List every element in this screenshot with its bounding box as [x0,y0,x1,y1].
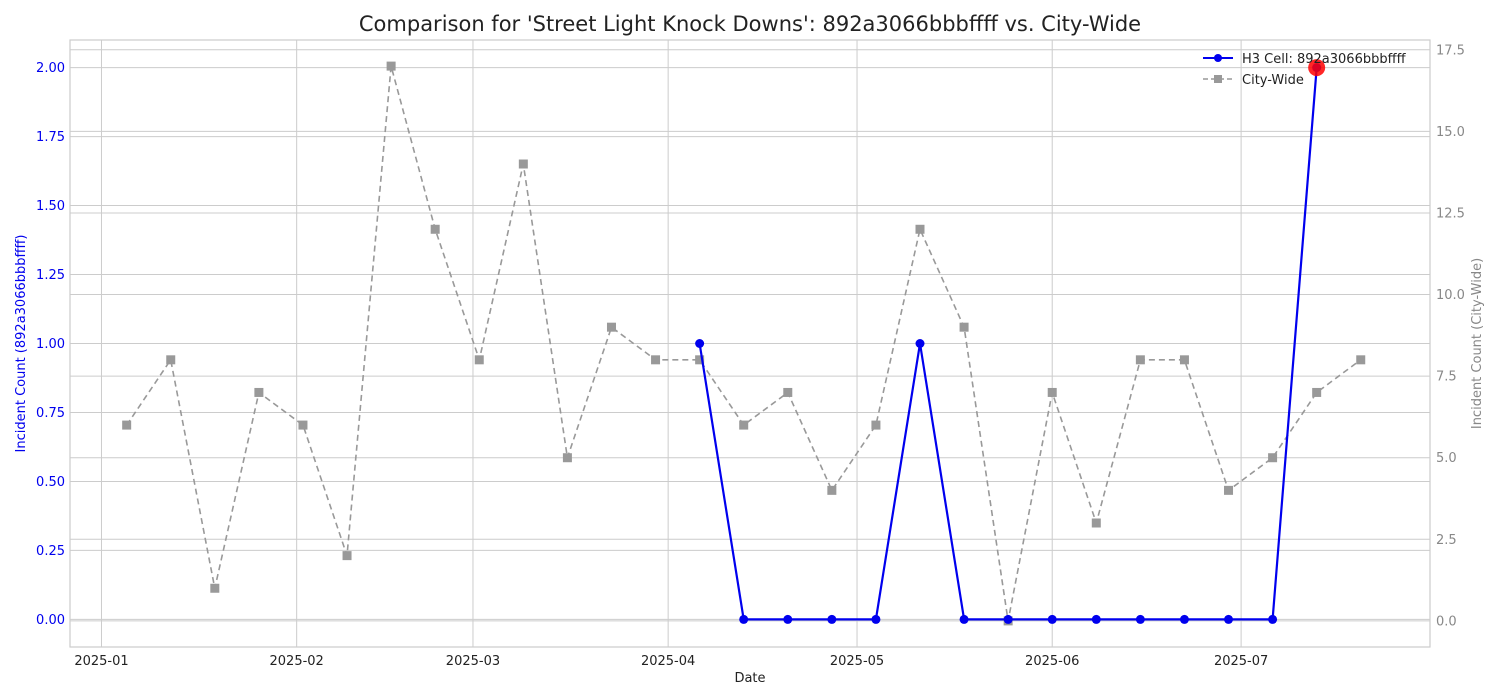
y-right-tick-label: 0.0 [1436,614,1457,629]
data-point-citywide [695,355,705,365]
y-left-tick-label: 1.00 [36,337,65,352]
data-point-citywide [1091,518,1101,528]
y-left-tick-label: 1.50 [36,199,65,214]
data-point-citywide [1312,387,1322,397]
data-point-h3 [695,339,705,348]
data-point-citywide [1224,485,1234,495]
y-left-tick-label: 2.00 [36,61,65,76]
data-point-citywide [606,322,616,332]
data-point-h3 [959,614,969,624]
y-left-tick-label: 1.75 [36,130,65,145]
y-left-tick-label: 0.75 [36,406,65,421]
grid [70,40,1430,647]
y-right-tick-label: 2.5 [1436,533,1457,548]
data-point-h3 [1268,614,1278,624]
data-point-h3 [1091,614,1101,624]
data-point-citywide [1356,355,1366,365]
x-tick-label: 2025-06 [1025,654,1079,669]
data-point-citywide [739,420,749,430]
data-point-citywide [562,453,572,463]
y-axis-left-label: Incident Count (892a3066bbbffff) [14,235,29,453]
data-point-h3 [1179,614,1189,624]
data-point-citywide [122,420,132,430]
x-tick-label: 2025-05 [830,654,884,669]
data-point-citywide [166,355,176,365]
tick-layer: 2025-01 2025-02 2025-03 2025-04 2025-05 2025-… [36,43,1465,669]
data-point-citywide [518,159,528,169]
data-point-citywide [1268,453,1278,463]
y-left-tick-label: 0.00 [36,613,65,628]
x-tick-label: 2025-04 [641,654,695,669]
highlight-point [1308,59,1326,77]
data-point-citywide [915,224,925,234]
legend-label-h3: H3 Cell: 892a3066bbbffff [1242,52,1407,67]
data-point-h3 [1047,614,1057,624]
data-point-citywide [783,387,793,397]
legend-marker-h3 [1214,54,1222,62]
chart-title: Comparison for 'Street Light Knock Downs… [359,12,1141,36]
data-point-h3 [1003,614,1013,624]
x-tick-label: 2025-07 [1214,654,1268,669]
data-point-citywide [1179,355,1189,365]
data-point-citywide [254,387,264,397]
legend-label-citywide: City-Wide [1242,73,1304,88]
data-point-citywide [386,61,396,71]
x-tick-label: 2025-01 [74,654,128,669]
y-axis-right-label: Incident Count (City-Wide) [1470,258,1485,429]
y-right-tick-label: 10.0 [1436,288,1465,303]
plot-frame [69,39,1431,648]
data-point-citywide [210,583,220,593]
data-point-citywide [430,224,440,234]
data-point-citywide [1047,387,1057,397]
y-right-tick-label: 12.5 [1436,206,1465,221]
y-right-tick-label: 5.0 [1436,451,1457,466]
y-left-tick-label: 1.25 [36,268,65,283]
x-tick-label: 2025-03 [446,654,500,669]
data-point-citywide [1135,355,1145,365]
y-right-tick-label: 17.5 [1436,43,1465,58]
data-point-citywide [342,551,352,561]
data-point-citywide [827,485,837,495]
data-point-citywide [871,420,881,430]
data-point-citywide [298,420,308,430]
data-point-citywide [651,355,661,365]
data-point-h3 [915,339,925,348]
y-left-tick-label: 0.25 [36,544,65,559]
data-point-h3 [871,614,881,624]
x-axis-label: Date [734,671,765,686]
x-tick-label: 2025-02 [270,654,324,669]
y-right-tick-label: 7.5 [1436,370,1457,385]
data-point-h3 [1224,614,1234,624]
legend: H3 Cell: 892a3066bbbffff City-Wide [1203,52,1407,88]
data-point-h3 [783,614,793,624]
y-right-tick-label: 15.0 [1436,125,1465,140]
y-left-tick-label: 0.50 [36,475,65,490]
series-layer [122,59,1366,626]
legend-marker-citywide [1214,75,1222,83]
data-point-h3 [1135,614,1145,624]
data-point-h3 [739,614,749,624]
data-point-citywide [959,322,969,332]
data-point-citywide [474,355,484,365]
data-point-h3 [827,614,837,624]
